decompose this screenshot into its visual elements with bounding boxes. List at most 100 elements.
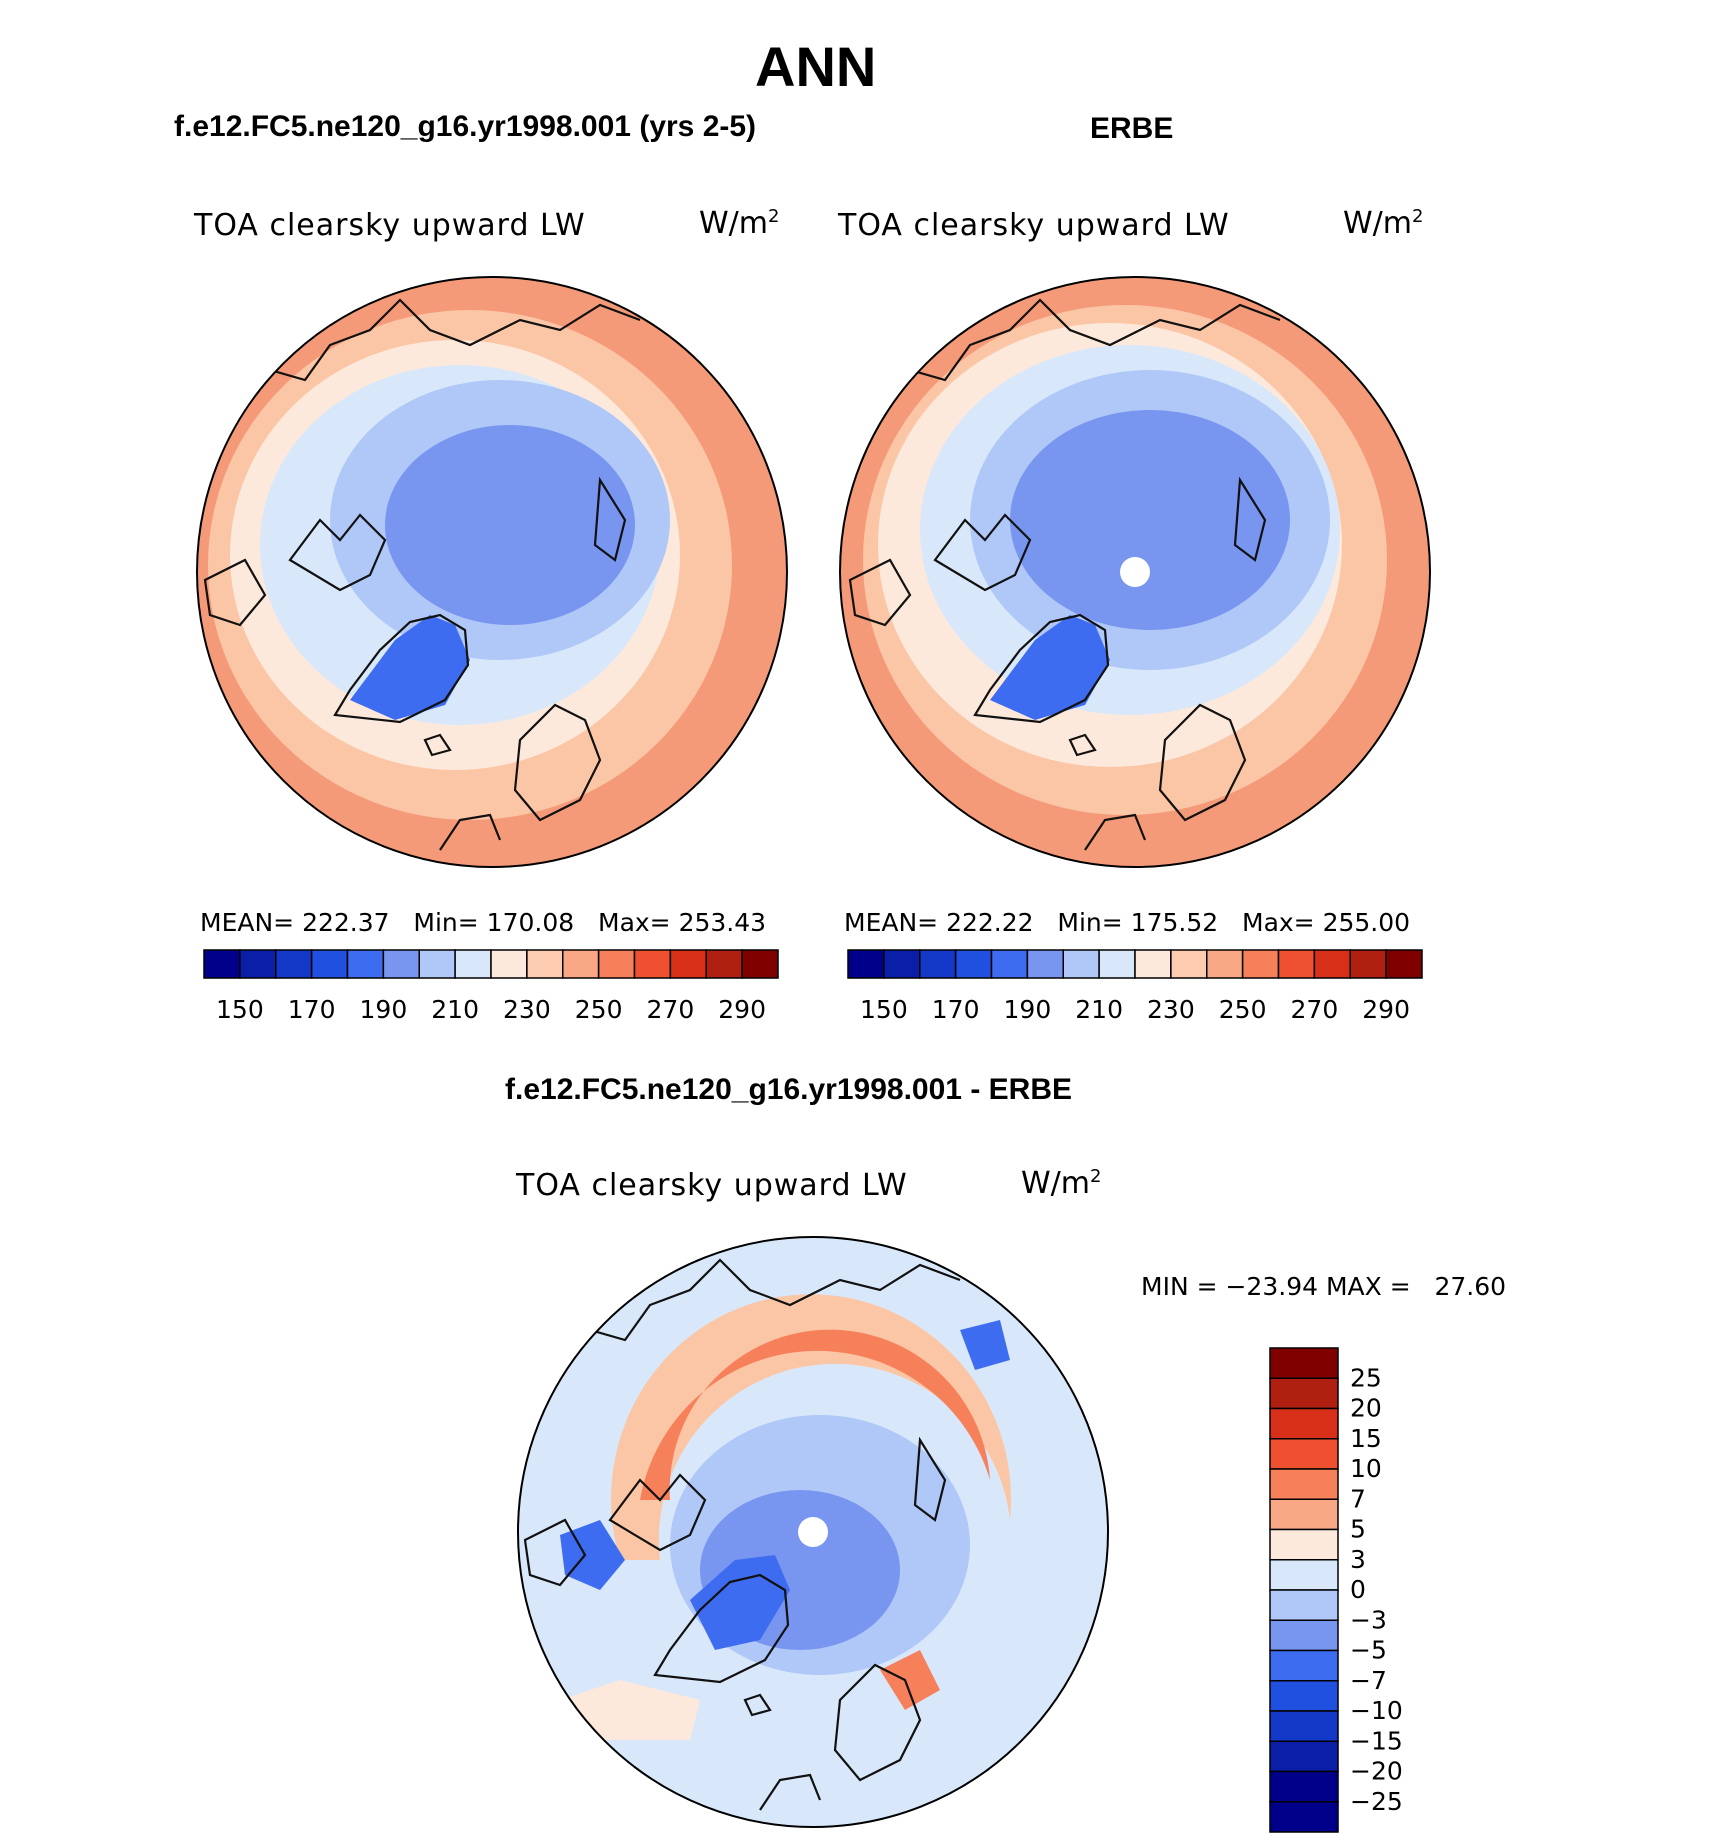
panel2-pole-hole <box>1120 557 1150 587</box>
panel3-units-exp: 2 <box>1090 1166 1102 1187</box>
panel1-colorbar-box <box>741 949 779 979</box>
panel1-title: f.e12.FC5.ne120_g16.yr1998.001 (yrs 2-5) <box>174 110 757 143</box>
panel3-colorbar-box <box>1269 1801 1339 1833</box>
panel3-warm-ring-strong <box>640 1329 990 1500</box>
panel3-colorbar-tick-label: −3 <box>1350 1605 1387 1634</box>
panel3-colorbar-tick-label: 5 <box>1350 1515 1366 1544</box>
panel2-mean-label: MEAN= <box>844 908 939 937</box>
panel1-greenland-deep <box>350 615 470 720</box>
panel3-colorbar-box <box>1269 1710 1339 1742</box>
panel2-map <box>840 277 1430 867</box>
panel3-warm-bottom <box>560 1680 700 1740</box>
panel3-colorbar-tick-label: 20 <box>1350 1394 1382 1423</box>
panel3-coastlines <box>523 1258 961 1811</box>
panel3-warm-scandinavia <box>880 1650 940 1710</box>
panel1-coastlines <box>203 298 641 851</box>
panel3-colorbar-box <box>1269 1619 1339 1652</box>
panel1-colorbar-box <box>239 949 277 979</box>
panel1-colorbar-box <box>418 949 456 979</box>
panel3-colorbar-tick-label: −20 <box>1350 1757 1403 1786</box>
panel1-map-border <box>196 276 788 868</box>
panel1-max-label: Max= <box>598 908 671 937</box>
panel2-colorbar-box <box>1170 949 1208 979</box>
panel2-stats: MEAN= 222.22 Min= 175.52 Max= 255.00 <box>844 908 1410 937</box>
panel2-colorbar-tick-label: 190 <box>1004 995 1052 1024</box>
panel2-colorbar-box <box>1098 949 1136 979</box>
panel1-band-cool-deep <box>385 425 635 625</box>
panel3-minmax: MIN = −23.94 MAX = 27.60 <box>1141 1272 1507 1301</box>
panel1-units: W/m2 <box>699 206 779 241</box>
panel1-colorbar-box <box>526 949 564 979</box>
panel1-map <box>197 277 787 867</box>
panel1-colorbar-box <box>454 949 492 979</box>
panel1-colorbar-box <box>275 949 313 979</box>
panel1-colorbar-box <box>346 949 385 979</box>
panel3-pole-hole <box>798 1517 828 1547</box>
panel2-title: ERBE <box>1090 112 1174 145</box>
panel3-colorbar-tick-label: 7 <box>1350 1484 1366 1513</box>
panel1-units-base: W/m <box>699 206 768 241</box>
panel1-colorbar-box <box>382 949 420 979</box>
panel3-title: f.e12.FC5.ne120_g16.yr1998.001 - ERBE <box>505 1073 1072 1106</box>
panel2-units: W/m2 <box>1343 206 1423 241</box>
panel2-band-cool-deep <box>1010 410 1290 630</box>
panel3-units: W/m2 <box>1021 1166 1101 1201</box>
panel2-units-base: W/m <box>1343 206 1412 241</box>
panel1-colorbar-tick-label: 250 <box>575 995 623 1024</box>
panel2-colorbar: 150 170 190 210 230 250 270 290 <box>847 949 1423 1024</box>
panel3-colorbar-tick-label: −5 <box>1350 1636 1387 1665</box>
panel3-colorbar-tick-label: −25 <box>1350 1787 1403 1816</box>
panel1-colorbar-box <box>705 949 743 979</box>
panel2-colorbar-box <box>1206 949 1244 979</box>
panel1-colorbar-box <box>633 949 672 979</box>
panel3-colorbar-box <box>1269 1377 1339 1410</box>
panel3-colorbar-tick-label: 10 <box>1350 1454 1382 1483</box>
panel1-colorbar-box <box>597 949 636 979</box>
panel1-colorbar-box <box>203 949 241 979</box>
panel1-colorbar-box <box>562 949 600 979</box>
panel3-map-border <box>517 1236 1109 1828</box>
panel1-variable: TOA clearsky upward LW <box>194 208 586 243</box>
panel1-colorbar-box <box>669 949 707 979</box>
panel1-colorbar-tick-label: 210 <box>431 995 479 1024</box>
panel1-colorbar-tick-label: 170 <box>288 995 336 1024</box>
panel2-colorbar-box <box>1277 949 1316 979</box>
panel3-colorbar-tick-label: −7 <box>1350 1666 1387 1695</box>
panel2-colorbar-tick-label: 150 <box>860 995 908 1024</box>
panel1-colorbar-tick-label: 190 <box>360 995 408 1024</box>
panel3-colorbar-box <box>1269 1680 1339 1712</box>
panel1-colorbar: 150 170 190 210 230 250 270 290 <box>203 949 779 1024</box>
panel3-colorbar-tick-label: 25 <box>1350 1363 1382 1392</box>
panel2-colorbar-tick-label: 290 <box>1362 995 1410 1024</box>
panel1-mean-label: MEAN= <box>200 908 295 937</box>
panel1-min: 170.08 <box>486 908 575 937</box>
panel3-colorbar-tick-label: −10 <box>1350 1696 1403 1725</box>
panel3-colorbar-box <box>1269 1589 1339 1621</box>
panel2-colorbar-tick-label: 170 <box>932 995 980 1024</box>
panel3-colorbar-tick-label: 15 <box>1350 1424 1382 1453</box>
panel2-coastlines <box>848 298 1281 851</box>
panel3-colorbar-box <box>1269 1498 1339 1531</box>
panel3-colorbar-tick-label: 0 <box>1350 1575 1366 1604</box>
panel1-stats: MEAN= 222.37 Min= 170.08 Max= 253.43 <box>200 908 766 937</box>
panel1-units-exp: 2 <box>768 206 780 227</box>
panel3-colorbar-box <box>1269 1347 1339 1379</box>
panel3-colorbar-tick-label: −15 <box>1350 1726 1403 1755</box>
panel3-cool-north <box>960 1320 1010 1370</box>
panel3-colorbar-box <box>1269 1740 1339 1773</box>
panel2-map-border <box>839 276 1431 868</box>
panel1-min-label: Min= <box>413 908 479 937</box>
panel2-mean: 222.22 <box>946 908 1034 937</box>
panel1-mean: 222.37 <box>302 908 390 937</box>
panel3-colorbar-box <box>1269 1468 1339 1500</box>
panel2-colorbar-tick-label: 270 <box>1291 995 1339 1024</box>
panel2-colorbar-tick-label: 250 <box>1219 995 1267 1024</box>
panel2-colorbar-box <box>954 949 993 979</box>
panel1-colorbar-tick-label: 290 <box>718 995 766 1024</box>
panel1-colorbar-box <box>310 949 349 979</box>
panel1-colorbar-tick-label: 150 <box>216 995 264 1024</box>
panel2-colorbar-box <box>1062 949 1100 979</box>
panel2-colorbar-box <box>1385 949 1423 979</box>
